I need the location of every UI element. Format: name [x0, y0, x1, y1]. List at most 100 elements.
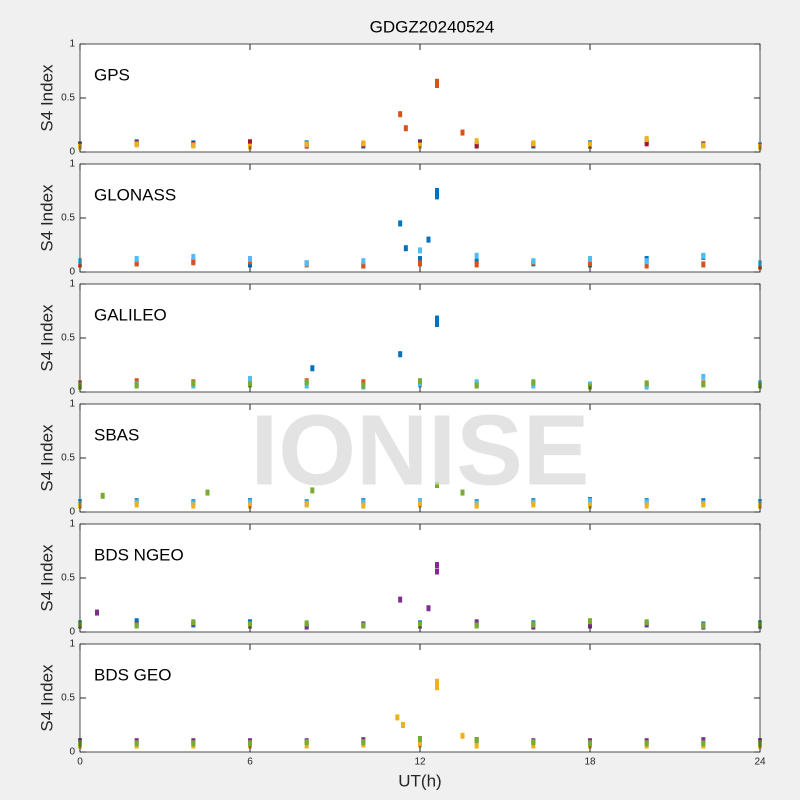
point [588, 618, 592, 625]
point [474, 261, 479, 268]
point [435, 568, 439, 575]
point [248, 621, 252, 628]
panel-label: GLONASS [94, 185, 176, 204]
point [248, 502, 252, 509]
point [588, 498, 592, 505]
x-tick-label: 0 [77, 757, 83, 768]
point [248, 376, 252, 383]
point [701, 261, 706, 268]
y-tick-label: 0.5 [61, 693, 75, 704]
point [403, 245, 408, 252]
point [418, 260, 422, 267]
point [403, 125, 408, 132]
point [361, 140, 366, 147]
point [701, 740, 706, 747]
point [701, 381, 706, 388]
panel: 0 0.5 1 S4 Index GPS [37, 39, 762, 158]
point [361, 622, 366, 629]
point [701, 501, 706, 508]
point [644, 499, 649, 506]
panel: 0 0.5 1 0 6 12 18 24 S4 Index BDS GEO UT(h) [37, 639, 766, 791]
point [588, 260, 592, 267]
point [248, 381, 252, 388]
point [361, 739, 366, 746]
point [304, 141, 309, 148]
x-axis-label: UT(h) [398, 771, 441, 790]
point [644, 502, 649, 509]
point [361, 382, 366, 389]
figure-title: GDGZ20240524 [370, 17, 495, 36]
point [304, 379, 309, 386]
point [100, 492, 105, 499]
point [644, 140, 649, 147]
point [701, 622, 706, 629]
point [248, 256, 252, 263]
plot-area [80, 284, 760, 392]
y-tick-label: 0.5 [61, 453, 75, 464]
point [426, 236, 431, 243]
point [361, 258, 366, 265]
point [191, 259, 196, 266]
point [304, 501, 309, 508]
point [418, 247, 422, 254]
point [418, 736, 422, 743]
y-axis-label: S4 Index [37, 184, 56, 252]
point [418, 381, 422, 388]
point [304, 739, 309, 746]
y-axis-label: S4 Index [37, 304, 56, 372]
point [474, 142, 479, 149]
plot-area [80, 44, 760, 152]
point [644, 740, 649, 747]
point [248, 740, 252, 747]
point [418, 256, 422, 263]
point [310, 487, 315, 494]
y-tick-label: 0 [69, 387, 75, 398]
y-axis-label: S4 Index [37, 664, 56, 732]
point [435, 82, 439, 89]
panel: 0 0.5 1 S4 Index GALILEO [37, 279, 762, 398]
point [531, 739, 536, 746]
panel: 0 0.5 1 S4 Index GLONASS [37, 159, 762, 278]
point [191, 253, 196, 260]
y-tick-label: 0 [69, 627, 75, 638]
y-tick-label: 1 [69, 399, 75, 410]
point [304, 623, 309, 630]
plot-area [80, 644, 760, 752]
point [361, 379, 366, 386]
y-tick-label: 0 [69, 507, 75, 518]
point [474, 252, 479, 259]
point [531, 258, 536, 265]
point [134, 256, 139, 263]
y-tick-label: 0.5 [61, 93, 75, 104]
point [531, 742, 536, 749]
point [531, 501, 536, 508]
y-tick-label: 0.5 [61, 213, 75, 224]
point [401, 722, 405, 728]
panel-label: BDS GEO [94, 665, 171, 684]
point [435, 188, 439, 194]
point [474, 737, 479, 744]
plot-area [80, 404, 760, 512]
point [460, 129, 465, 136]
point [191, 619, 196, 626]
point [474, 138, 479, 145]
point [644, 383, 649, 390]
point [134, 618, 139, 625]
point [418, 621, 422, 628]
point [474, 502, 479, 509]
point [361, 502, 366, 509]
point [460, 489, 465, 496]
point [304, 620, 309, 627]
point [474, 379, 479, 386]
plot-area [80, 164, 760, 272]
panel-label: GALILEO [94, 305, 167, 324]
point [644, 619, 649, 626]
point [95, 609, 99, 616]
point [134, 378, 139, 385]
point [644, 136, 649, 143]
point [398, 351, 403, 358]
point [531, 140, 536, 147]
y-tick-label: 0 [69, 267, 75, 278]
y-tick-label: 1 [69, 39, 75, 50]
point [398, 111, 403, 118]
